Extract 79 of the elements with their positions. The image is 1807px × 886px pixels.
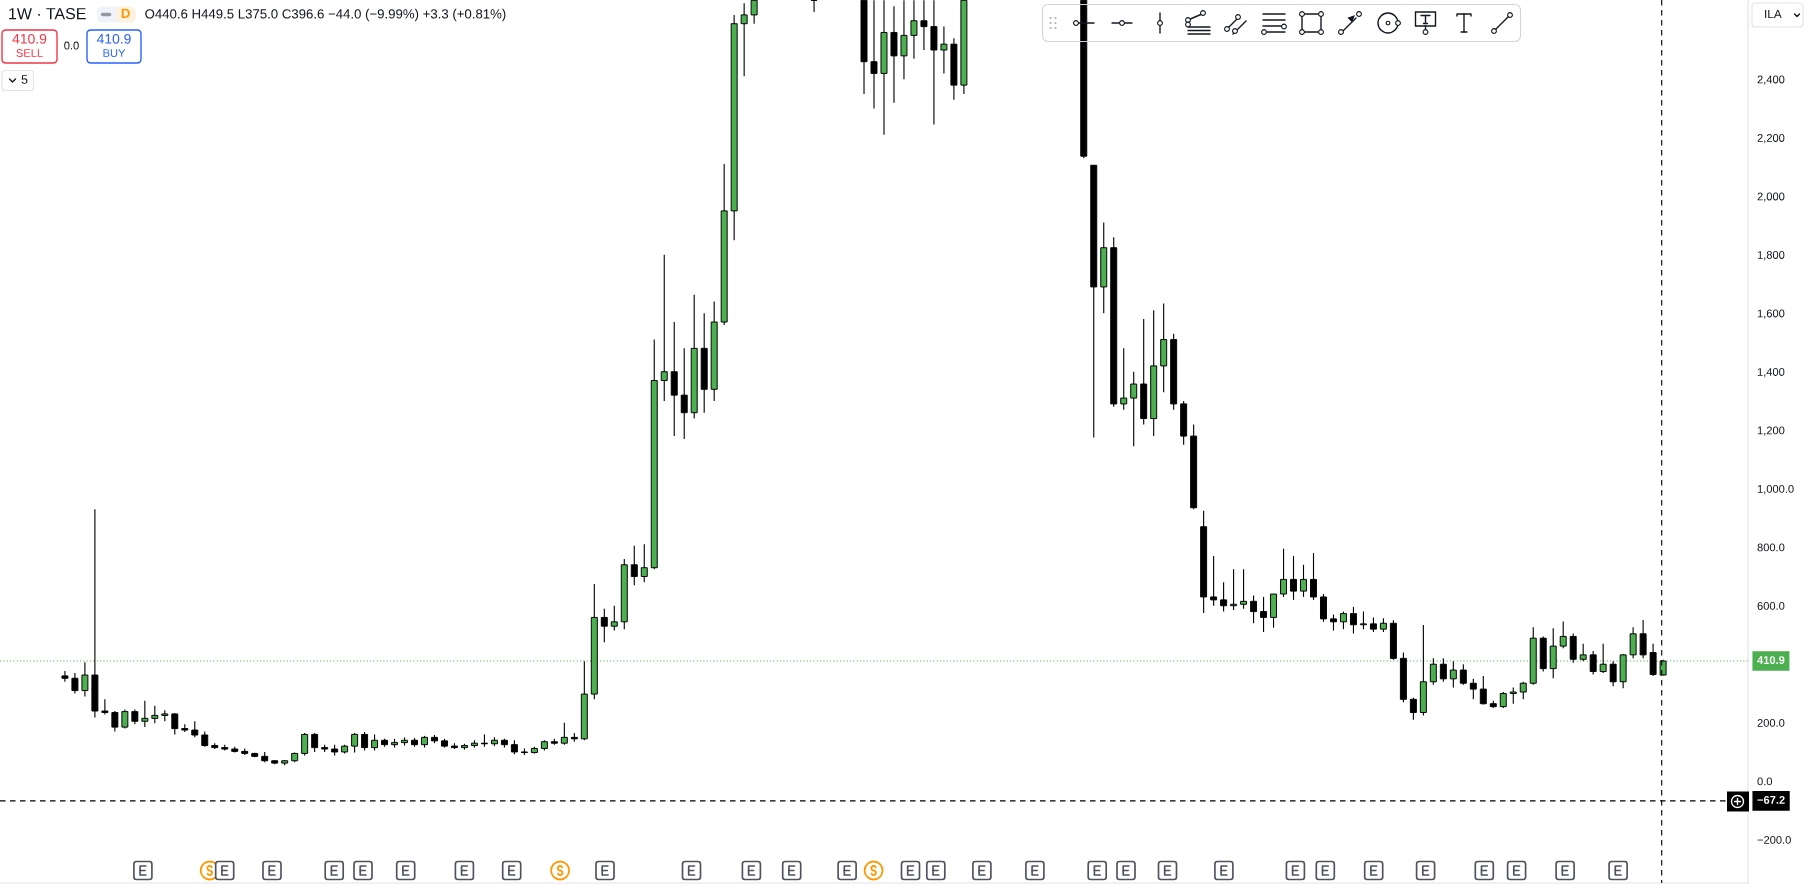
- candlestick: [311, 732, 319, 753]
- y-tick-label: 2,200: [1757, 134, 1785, 144]
- y-tick-label: 1,200: [1757, 426, 1785, 436]
- candlestick: [890, 5, 898, 104]
- candlestick: [1469, 678, 1477, 700]
- candlestick: [1349, 606, 1357, 635]
- candlestick: [1310, 552, 1317, 601]
- candlestick: [1639, 619, 1647, 659]
- candlestick: [1130, 371, 1138, 447]
- candlestick: [870, 0, 878, 110]
- candlestick: [121, 709, 129, 730]
- candlestick: [1120, 347, 1128, 411]
- y-tick-label: 1,000.0: [1757, 485, 1794, 495]
- candlestick: [1409, 697, 1417, 721]
- annotation: 0.0: [64, 41, 79, 50]
- candlestick: [610, 605, 618, 632]
- y-tick-label: 1,800: [1757, 251, 1785, 261]
- candlestick: [670, 321, 678, 437]
- candlestick: [1240, 568, 1248, 610]
- candlestick: [1320, 593, 1327, 623]
- candlestick: [1609, 660, 1617, 687]
- candlestick: [361, 731, 369, 752]
- y-tick-label: 600.0: [1757, 602, 1785, 610]
- annotation: D: [121, 8, 130, 18]
- candlestick: [740, 2, 748, 77]
- candlestick: [1649, 643, 1657, 677]
- candlestick: [1439, 657, 1447, 683]
- text: ILA: [1765, 9, 1782, 19]
- annotation: 410.9: [12, 33, 47, 44]
- candlestick: [1459, 663, 1467, 686]
- candlestick: [660, 254, 668, 402]
- chart-title: 1W · TASE: [9, 7, 86, 20]
- candlestick: [61, 670, 69, 683]
- candlestick: [560, 722, 568, 746]
- candlestick: [940, 26, 948, 74]
- candlestick: [301, 732, 309, 757]
- candlestick: [910, 0, 918, 60]
- annotation: SELL: [16, 49, 43, 57]
- candlestick: [1210, 555, 1218, 607]
- candlestick: [1629, 626, 1637, 659]
- candlestick: [351, 732, 359, 754]
- candlestick: [1559, 620, 1567, 649]
- y-tick-label: −200.0: [1757, 835, 1791, 844]
- candlestick: [1220, 581, 1228, 613]
- candlestick: [1280, 548, 1288, 598]
- y-tick-label: 200.0: [1757, 718, 1785, 727]
- y-tick-label: 2,400: [1757, 75, 1785, 85]
- candlestick: [920, 0, 928, 51]
- candlestick: [1270, 593, 1278, 629]
- candlestick: [111, 710, 119, 733]
- candlestick: [750, 0, 758, 25]
- candlestick: [141, 700, 149, 728]
- y-tick-label: 1,600: [1757, 309, 1785, 319]
- candlestick: [1260, 596, 1268, 633]
- annotation: 410.9: [96, 33, 131, 44]
- candlestick: [171, 712, 179, 735]
- y-tick-label: 1,400: [1757, 368, 1785, 378]
- candlestick: [1479, 675, 1487, 706]
- annotation: 5: [21, 75, 28, 84]
- candlestick: [101, 698, 109, 716]
- candlestick: [630, 545, 638, 586]
- candlestick: [1589, 650, 1597, 676]
- ref-line-label: −67.2: [1757, 795, 1785, 804]
- annotation: BUY: [103, 49, 126, 57]
- candlestick: [1300, 564, 1307, 598]
- candlestick: [930, 0, 938, 126]
- candlestick: [640, 543, 648, 583]
- candlestick: [680, 347, 688, 440]
- candlestick: [1569, 632, 1577, 664]
- y-tick-label: 0.0: [1757, 777, 1773, 786]
- text: O440.6 H449.5 L375.0 C396.6 −44.0 (−9.99%) +3.3 (+0.81%): [145, 8, 506, 22]
- candlestick: [71, 672, 79, 695]
- candlestick: [900, 0, 908, 80]
- candlestick: [600, 608, 608, 643]
- y-tick-label: 2,000: [1757, 192, 1785, 202]
- ref-line-label: 410.9: [1757, 656, 1785, 665]
- candlestick: [1250, 594, 1258, 624]
- y-tick-label: 800.0: [1757, 543, 1785, 552]
- candlestick: [1290, 555, 1298, 601]
